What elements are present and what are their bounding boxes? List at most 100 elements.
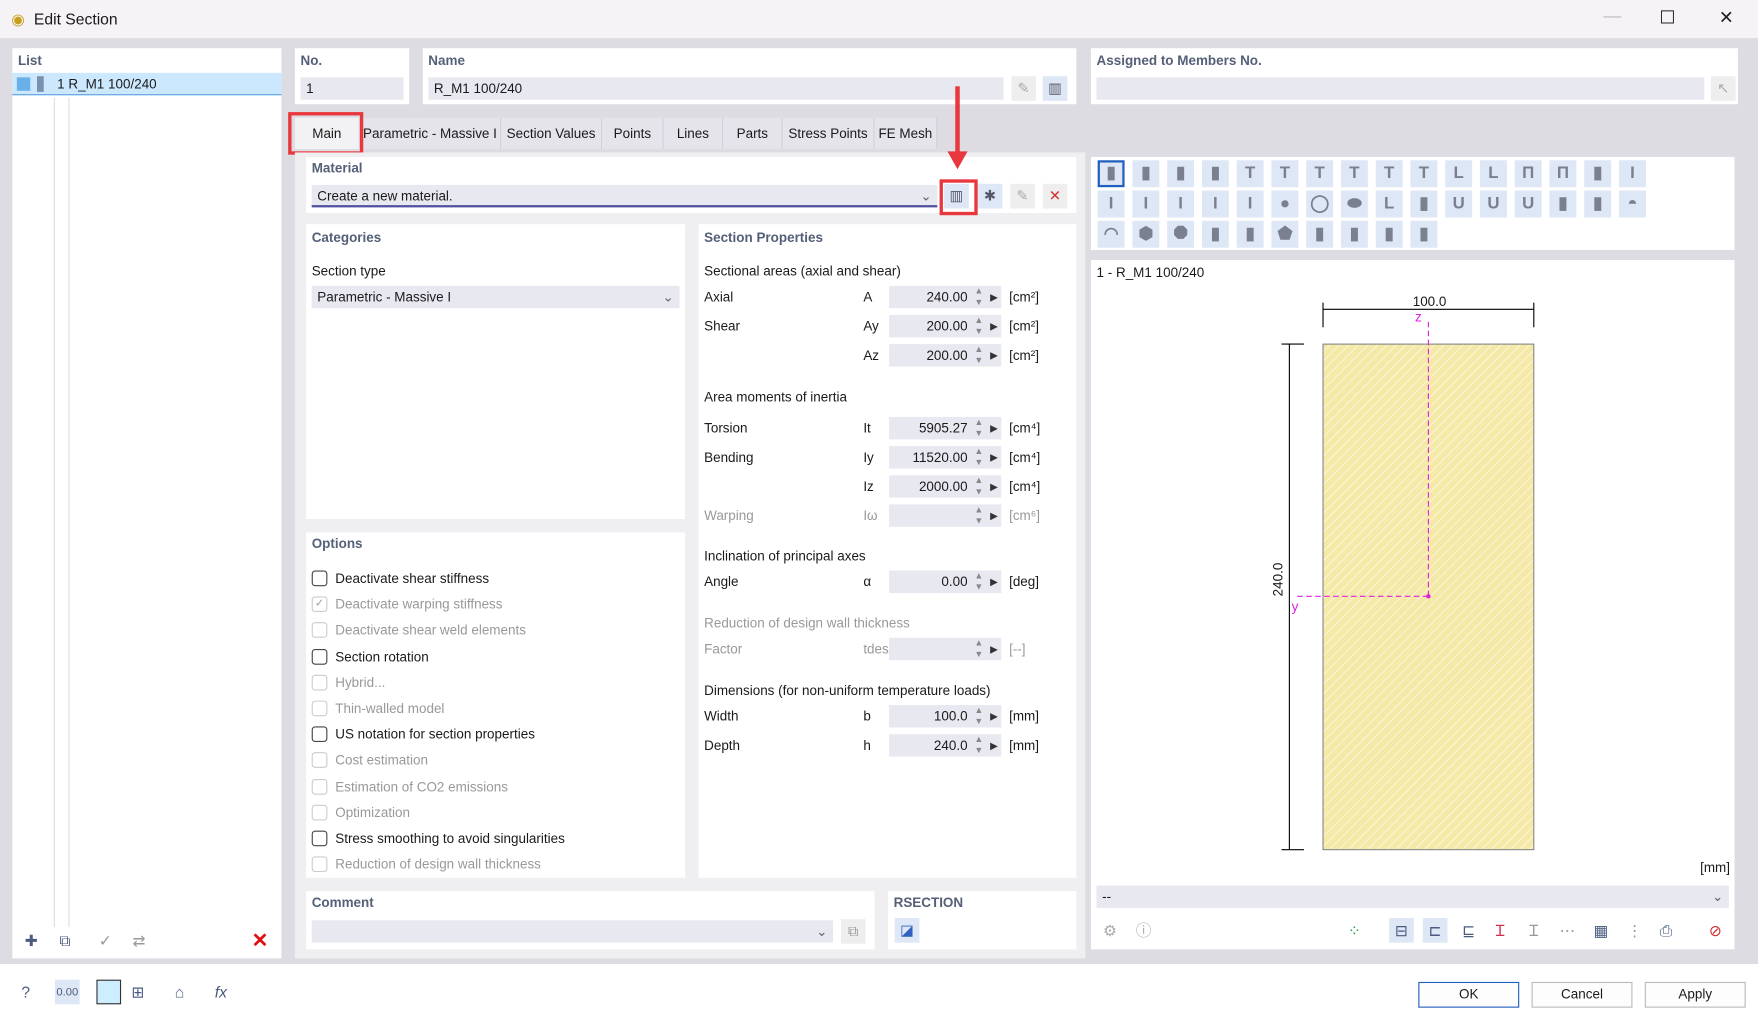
view-icon[interactable]: ⌂: [174, 983, 185, 1001]
grid-icon[interactable]: ⋮: [1626, 920, 1643, 939]
option-checkbox[interactable]: Optimization: [311, 802, 410, 822]
shape-segment-icon[interactable]: ◠: [1097, 220, 1125, 248]
property-input[interactable]: 240.00 ▲ ▼ ▶: [889, 285, 1002, 309]
shape-i-narrow-icon[interactable]: I: [1167, 190, 1195, 218]
comment-copy-icon[interactable]: ⧉: [840, 919, 866, 944]
shape-wedge-icon[interactable]: ▮: [1201, 220, 1229, 248]
spinner-icon[interactable]: ▲ ▼: [974, 344, 984, 366]
new-section-icon[interactable]: ✚: [24, 930, 38, 949]
shape-ring-icon[interactable]: ◯: [1306, 190, 1334, 218]
section-type-select[interactable]: Parametric - Massive I ⌄: [311, 285, 680, 309]
option-checkbox[interactable]: Stress smoothing to avoid singularities: [311, 828, 565, 848]
option-checkbox[interactable]: Deactivate shear stiffness: [311, 568, 489, 588]
property-input[interactable]: 200.00 ▲ ▼ ▶: [889, 314, 1002, 338]
shape-rect-icon[interactable]: ▮: [1097, 160, 1125, 188]
numbering-icon[interactable]: ⋯: [1559, 920, 1576, 939]
property-input[interactable]: 0.00 ▲ ▼ ▶: [889, 570, 1002, 593]
checkbox-icon[interactable]: ✓: [311, 596, 328, 613]
checkbox-icon[interactable]: [311, 648, 328, 665]
shape-circle-icon[interactable]: ●: [1271, 190, 1299, 218]
shape-t-narrow-icon[interactable]: T: [1340, 160, 1368, 188]
spinner-icon[interactable]: ▲ ▼: [974, 446, 984, 468]
spinner-icon[interactable]: ▲ ▼: [974, 285, 984, 308]
shape-w-icon[interactable]: ▮: [1584, 160, 1612, 188]
option-checkbox[interactable]: Thin-walled model: [311, 698, 444, 718]
shape-semicircle-icon[interactable]: ◓: [1619, 190, 1646, 218]
spinner-icon[interactable]: ▲ ▼: [974, 637, 984, 660]
check-all-icon[interactable]: ✓: [98, 930, 112, 949]
arrow-right-icon[interactable]: ▶: [990, 480, 998, 493]
shape-u-channel-2-icon[interactable]: U: [1479, 190, 1507, 218]
uncheck-icon[interactable]: ⇄: [132, 930, 146, 949]
arrow-right-icon[interactable]: ▶: [990, 576, 998, 588]
property-input[interactable]: ▲ ▼ ▶: [889, 637, 1002, 661]
delete-material-icon[interactable]: ✕: [1042, 183, 1068, 209]
shape-pi-2-icon[interactable]: Π: [1549, 160, 1577, 188]
tab-parts[interactable]: Parts: [723, 117, 783, 150]
shape-i-wide-icon[interactable]: I: [1132, 190, 1160, 218]
shape-trapezoid-icon[interactable]: T: [1236, 160, 1264, 188]
arrow-right-icon[interactable]: ▶: [990, 643, 998, 655]
tab-points[interactable]: Points: [602, 117, 664, 150]
arrow-right-icon[interactable]: ▶: [990, 291, 998, 303]
help-icon[interactable]: ?: [21, 983, 31, 1001]
property-input[interactable]: 11520.00 ▲ ▼ ▶: [889, 446, 1002, 469]
spinner-icon[interactable]: ▲ ▼: [974, 314, 984, 337]
shape-z-section-icon[interactable]: ▮: [1410, 190, 1438, 218]
spinner-icon[interactable]: ▲ ▼: [974, 475, 984, 497]
apply-button[interactable]: Apply: [1644, 981, 1746, 1008]
shape-pi-icon[interactable]: Π: [1514, 160, 1542, 188]
points-icon[interactable]: ⁘: [1347, 920, 1361, 939]
shape-half-wedge-icon[interactable]: ▮: [1410, 220, 1438, 248]
comment-input[interactable]: ⌄: [311, 920, 834, 943]
shape-square-icon[interactable]: ▮: [1167, 160, 1195, 188]
i-section-view-icon[interactable]: Ɪ: [1495, 920, 1505, 939]
color-icon[interactable]: [96, 979, 122, 1005]
minimize-button[interactable]: —: [1603, 6, 1622, 26]
shape-i-taper-2-icon[interactable]: I: [1236, 190, 1264, 218]
shape-rounded-rect-icon[interactable]: ▮: [1132, 160, 1160, 188]
delete-icon[interactable]: ✕: [251, 928, 269, 952]
edit-material-icon[interactable]: ✎: [1010, 183, 1035, 209]
shape-notched-icon[interactable]: ▮: [1236, 220, 1264, 248]
option-checkbox[interactable]: ✓ Deactivate warping stiffness: [311, 594, 503, 614]
checkbox-icon[interactable]: [311, 856, 328, 873]
new-material-icon[interactable]: ✱: [977, 183, 1003, 209]
tab-parametric[interactable]: Parametric - Massive I: [359, 117, 502, 150]
arrow-right-icon[interactable]: ▶: [990, 739, 998, 752]
property-input[interactable]: 2000.00 ▲ ▼ ▶: [889, 475, 1002, 498]
edit-name-icon[interactable]: ✎: [1011, 76, 1036, 101]
spinner-icon[interactable]: ▲ ▼: [974, 504, 984, 526]
option-checkbox[interactable]: Cost estimation: [311, 750, 428, 770]
option-checkbox[interactable]: Section rotation: [311, 646, 429, 666]
shape-hollow-rect-icon[interactable]: ▮: [1549, 190, 1577, 218]
i-section-outline-icon[interactable]: Ɪ: [1529, 920, 1539, 939]
option-checkbox[interactable]: Estimation of CO2 emissions: [311, 776, 508, 796]
tab-stress-points[interactable]: Stress Points: [782, 117, 875, 150]
arrow-right-icon[interactable]: ▶: [990, 710, 998, 722]
arrow-right-icon[interactable]: ▶: [990, 349, 998, 361]
tab-section-values[interactable]: Section Values: [501, 117, 603, 150]
property-input[interactable]: 200.00 ▲ ▼ ▶: [889, 344, 1002, 367]
rsection-icon[interactable]: ◪: [894, 918, 920, 943]
property-input[interactable]: 240.0 ▲ ▼ ▶: [889, 734, 1002, 757]
checkbox-icon[interactable]: [311, 830, 328, 847]
arrow-right-icon[interactable]: ▶: [990, 320, 998, 332]
cancel-button[interactable]: Cancel: [1531, 981, 1633, 1008]
checkbox-icon[interactable]: [311, 726, 328, 743]
axes-icon[interactable]: ⊏: [1422, 918, 1448, 943]
shape-i-section-icon[interactable]: I: [1619, 160, 1646, 188]
display-icon[interactable]: ⊞: [131, 982, 145, 1001]
list-item[interactable]: 1 R_M1 100/240: [12, 72, 282, 96]
copy-section-icon[interactable]: ⧉: [59, 930, 71, 949]
ok-button[interactable]: OK: [1418, 981, 1520, 1008]
print-icon[interactable]: ⎙: [1659, 920, 1673, 939]
material-select[interactable]: Create a new material. ⌄: [311, 184, 938, 208]
shape-hexagon-icon[interactable]: ⬢: [1132, 220, 1160, 248]
property-input[interactable]: 5905.27 ▲ ▼ ▶: [889, 416, 1002, 440]
name-field[interactable]: R_M1 100/240: [428, 77, 1004, 100]
close-button[interactable]: ✕: [1718, 8, 1734, 29]
spinner-icon[interactable]: ▲ ▼: [974, 705, 984, 727]
shape-arrow-icon[interactable]: ▮: [1306, 220, 1334, 248]
checkbox-icon[interactable]: [311, 752, 328, 769]
